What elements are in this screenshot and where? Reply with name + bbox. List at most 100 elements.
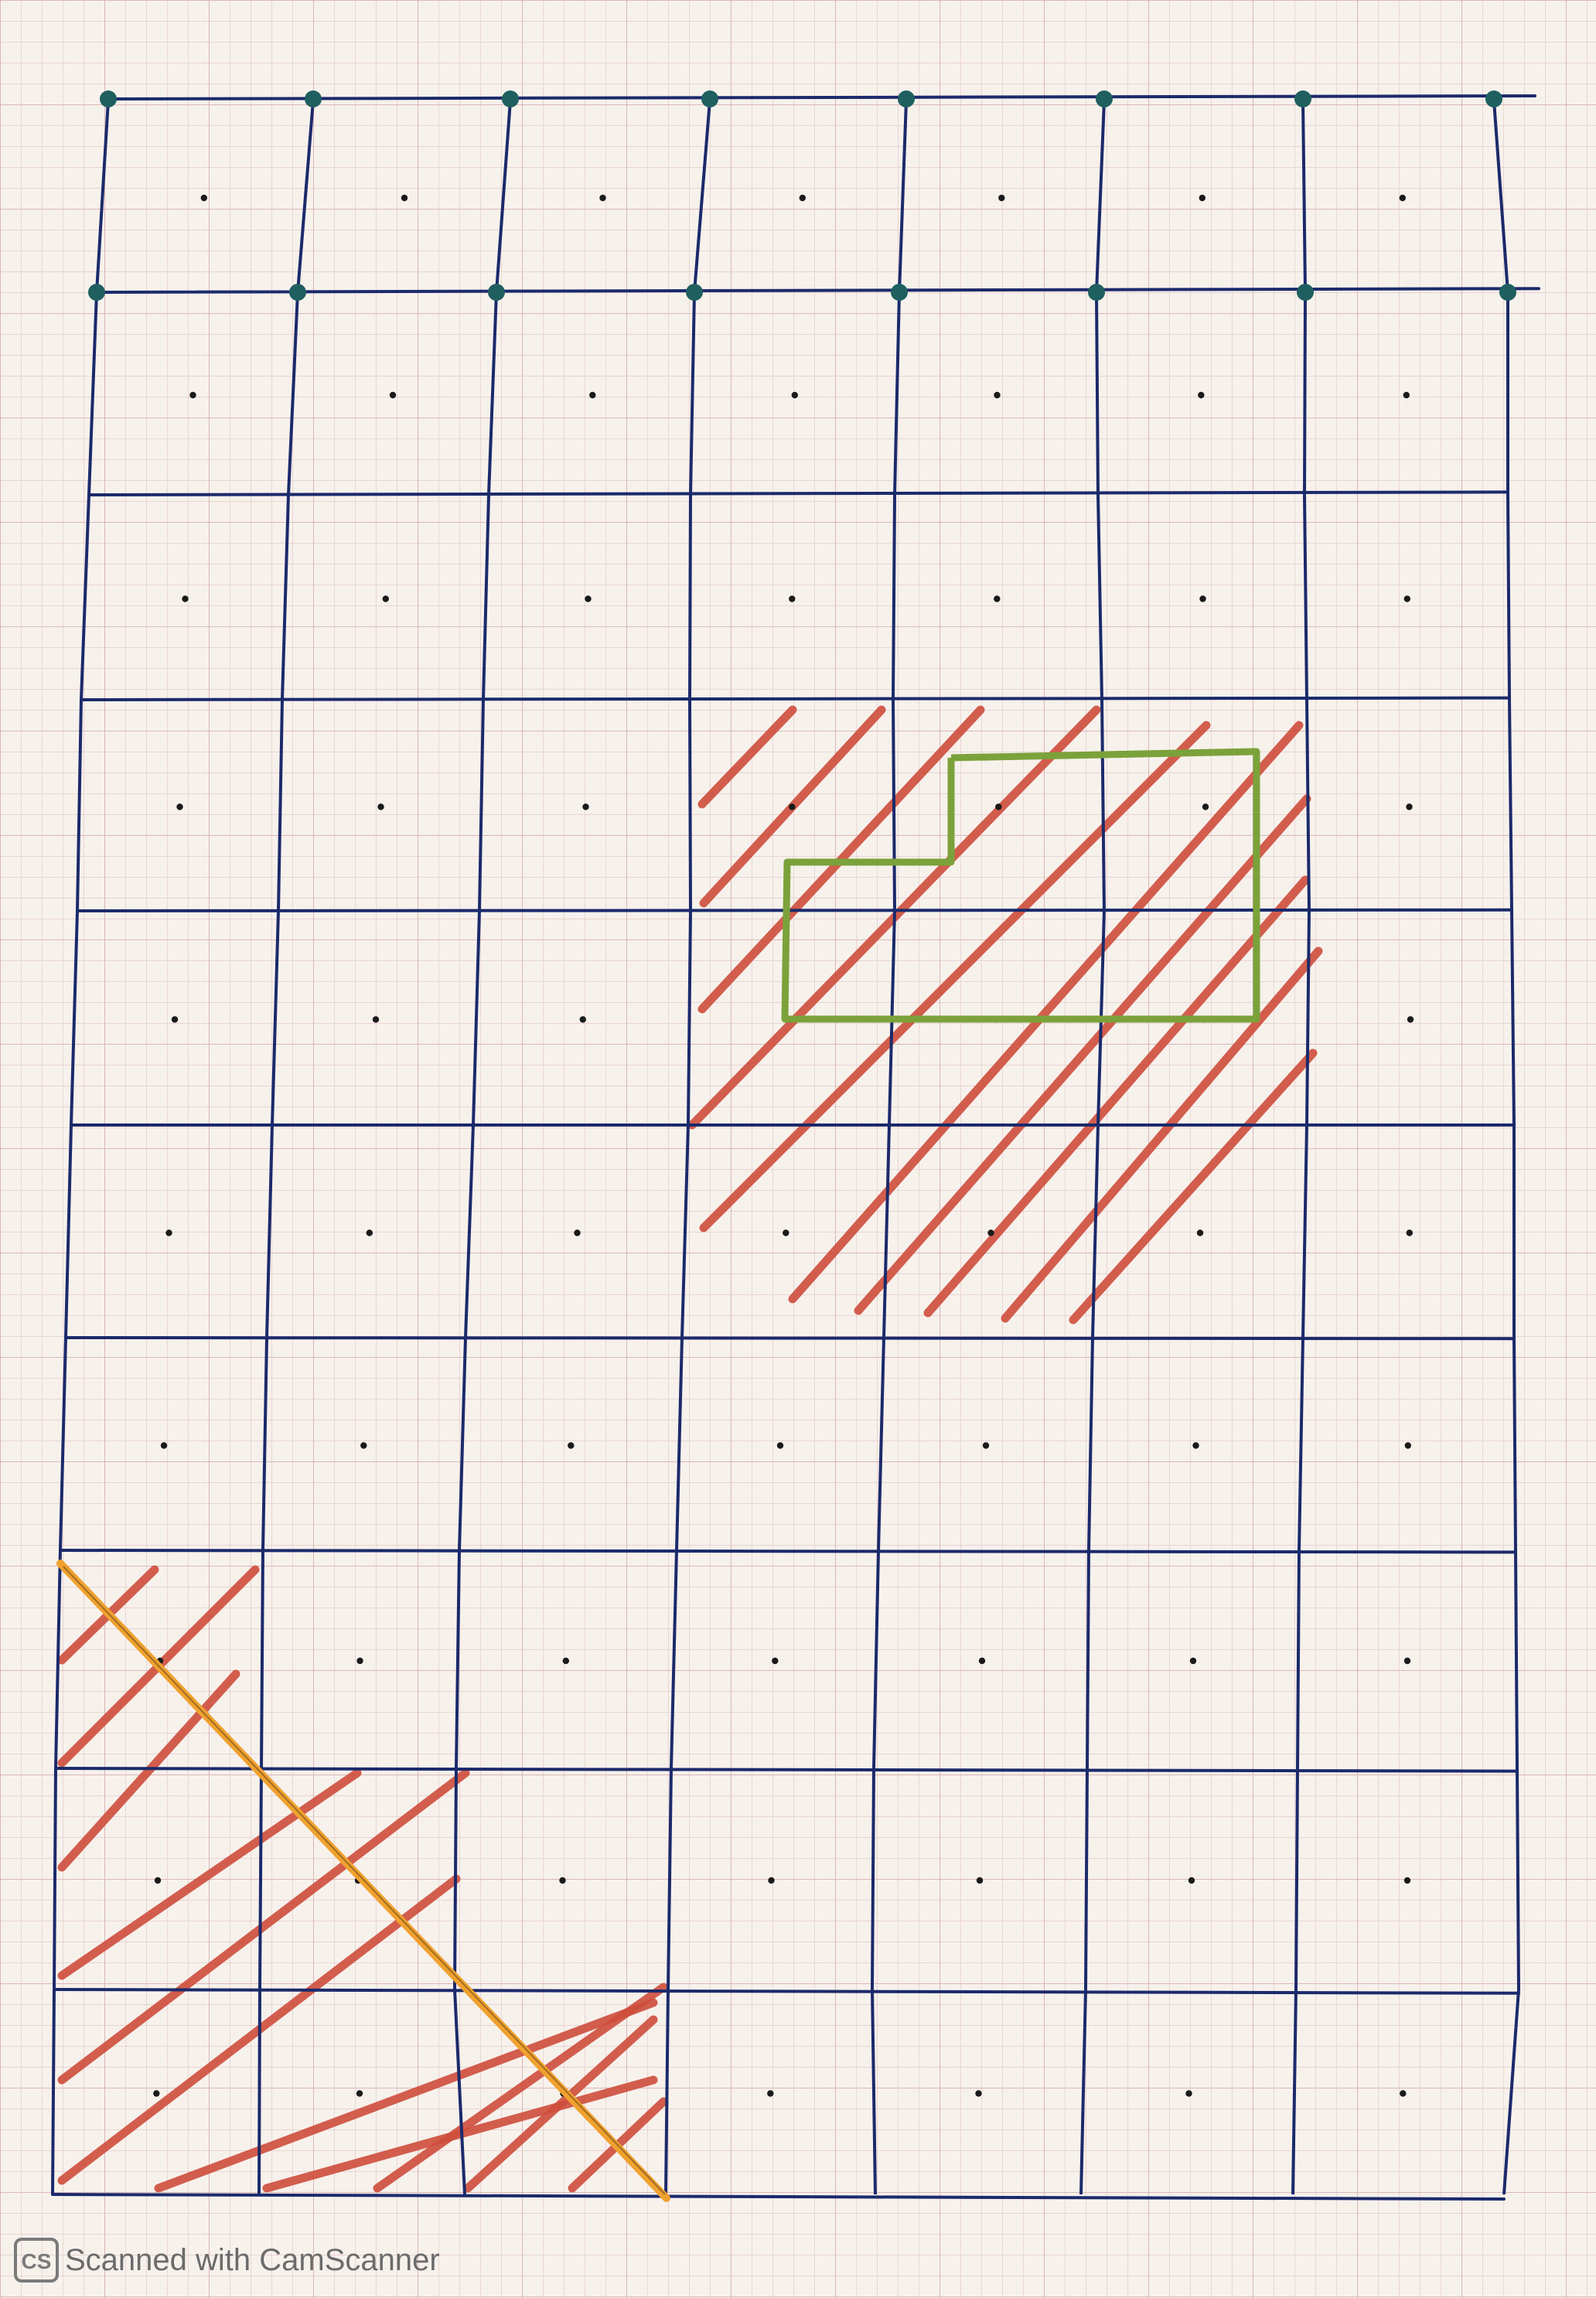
cell-center-dot <box>1400 2090 1407 2097</box>
teal-node-dot <box>88 284 105 301</box>
hatch-stroke <box>373 1983 668 2193</box>
ink-horizontal-line <box>59 1549 1517 1554</box>
hatch-stroke <box>788 721 1304 1304</box>
cell-center-dot <box>1196 1229 1204 1236</box>
cell-center-dot <box>994 391 1001 399</box>
teal-node-dot <box>1297 284 1314 301</box>
camscanner-logo-letters: CS <box>22 2249 52 2273</box>
cell-center-dot <box>377 803 384 810</box>
cell-center-dot <box>360 1442 367 1449</box>
ink-vertical-line <box>871 100 908 2195</box>
teal-node-dot <box>898 90 915 107</box>
cell-center-dot <box>1185 2090 1192 2097</box>
cell-center-dot <box>1403 595 1411 602</box>
hatch-stroke <box>57 1768 470 2085</box>
ink-vertical-line <box>1291 100 1311 2195</box>
cell-center-dot <box>1403 1877 1411 1884</box>
cell-center-dot <box>200 194 207 202</box>
cell-center-dot <box>1406 1229 1414 1236</box>
cell-center-dot <box>1188 1877 1195 1884</box>
cell-center-dot <box>579 1016 586 1023</box>
teal-node-dot <box>488 284 505 301</box>
cell-center-dot <box>1403 391 1410 399</box>
ink-horizontal-line <box>54 1767 1519 1773</box>
cell-center-dot <box>389 391 397 399</box>
cell-center-dot <box>153 2090 160 2097</box>
cell-center-dot <box>768 1877 775 1884</box>
orange-diagonal-line <box>56 1560 670 2202</box>
teal-node-dot <box>701 90 718 107</box>
cell-center-dot <box>772 1657 779 1665</box>
hatch-stroke <box>697 705 797 809</box>
ink-horizontal-line <box>80 696 1511 701</box>
ink-vertical-line <box>1492 100 1520 2195</box>
camscanner-watermark: CS Scanned with CamScanner <box>14 2233 440 2287</box>
cell-center-dot <box>978 1657 986 1665</box>
cell-center-dot <box>589 391 596 399</box>
cell-center-dot <box>582 803 589 810</box>
cell-center-dot <box>1192 1442 1199 1449</box>
cell-center-dot <box>1199 194 1206 202</box>
cell-center-dot <box>1403 1657 1411 1665</box>
teal-node-dot <box>686 284 703 301</box>
teal-node-dot <box>1485 90 1502 107</box>
cell-center-dot <box>789 803 796 810</box>
cell-center-dot <box>976 1877 984 1884</box>
camscanner-logo-icon: CS <box>14 2238 59 2283</box>
cell-center-dot <box>356 1657 363 1665</box>
cell-center-dot <box>789 595 796 602</box>
cell-center-dot <box>1399 194 1407 202</box>
ink-vertical-line <box>453 100 512 2195</box>
cell-center-dot <box>767 2090 774 2097</box>
teal-node-dot <box>1499 284 1516 301</box>
ink-vertical-line <box>664 100 711 2195</box>
teal-node-dot <box>289 284 306 301</box>
cell-center-dot <box>998 194 1005 202</box>
hatch-stroke <box>463 2015 658 2193</box>
teal-node-dot <box>1088 284 1105 301</box>
ink-horizontal-line <box>51 2193 1506 2201</box>
cell-center-dot <box>599 194 606 202</box>
cell-center-dot <box>401 194 408 202</box>
cell-center-dot <box>1404 1442 1412 1449</box>
teal-corner-dots <box>88 90 1516 301</box>
cell-center-dot <box>372 1016 380 1023</box>
green-outline-polygon <box>781 748 1260 1023</box>
hatch-stroke <box>699 721 1211 1233</box>
teal-node-dot <box>502 90 519 107</box>
hatch-stroke <box>1069 1048 1318 1325</box>
cell-center-dot <box>1407 1016 1414 1023</box>
ink-vertical-line <box>1079 100 1106 2195</box>
cell-center-dot <box>783 1229 789 1236</box>
ink-vertical-line <box>51 100 110 2195</box>
cell-center-dot <box>1198 391 1205 399</box>
hatch-stroke <box>57 1669 240 1872</box>
hatch-stroke <box>854 794 1311 1315</box>
teal-node-dot <box>1096 90 1113 107</box>
hatch-stroke <box>57 1768 362 1980</box>
hatch-stroke <box>923 875 1310 1318</box>
cell-center-dot <box>975 2090 982 2097</box>
watermark-text: Scanned with CamScanner <box>65 2242 440 2277</box>
cell-center-dot <box>574 1229 581 1236</box>
cell-center-dot <box>189 391 196 399</box>
ink-vertical-line <box>257 100 315 2195</box>
cell-center-dot <box>154 1877 162 1884</box>
orange-diagonal-edge <box>63 1566 666 2195</box>
green-outline-shape <box>781 748 1260 1023</box>
cell-center-dot <box>382 595 389 602</box>
teal-node-dot <box>891 284 908 301</box>
cell-center-dot <box>1199 595 1206 602</box>
cell-center-dots <box>153 194 1414 2097</box>
teal-node-dot <box>305 90 322 107</box>
cell-center-dot <box>356 2090 363 2097</box>
cell-center-dot <box>165 1229 172 1236</box>
cell-center-dot <box>995 803 1002 810</box>
cell-center-dot <box>1202 803 1209 810</box>
cell-center-dot <box>1406 803 1413 810</box>
cell-center-dot <box>776 1442 784 1449</box>
cell-center-dot <box>366 1229 373 1236</box>
ink-horizontal-line <box>53 1988 1520 1995</box>
